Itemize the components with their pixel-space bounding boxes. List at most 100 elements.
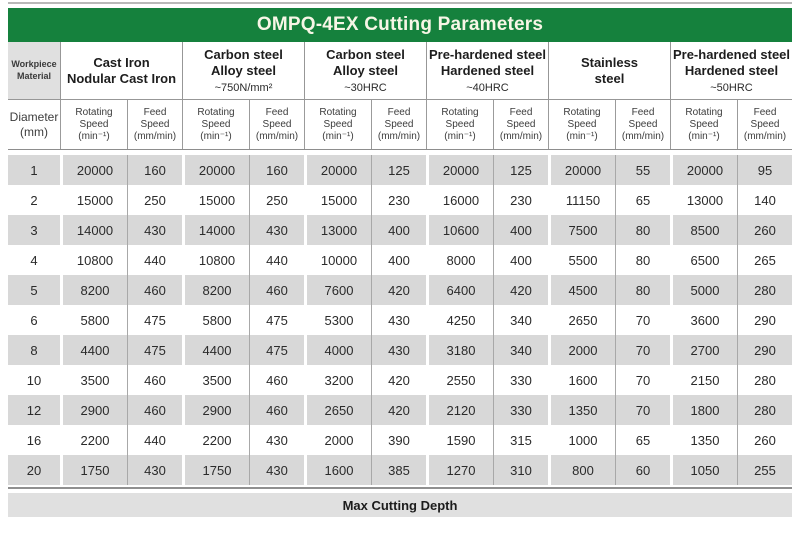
rotating-speed-cell: 5300 [304, 305, 371, 335]
feed-speed-cell: 55 [615, 155, 670, 185]
feed-speed-cell: 280 [737, 275, 792, 305]
rotating-speed-header: Rotating Speed (min⁻¹) [60, 100, 127, 149]
feed-speed-cell: 280 [737, 395, 792, 425]
feed-speed-cell: 460 [127, 275, 182, 305]
rotating-speed-cell: 1750 [60, 455, 127, 485]
feed-speed-header: Feed Speed (mm/min) [127, 100, 182, 149]
table-row: 16 2200 440 2200 430 2000 390 1590 315 1000 65 1350… [8, 425, 792, 455]
rotating-speed-header: Rotating Speed (min⁻¹) [182, 100, 249, 149]
rotating-speed-cell: 3500 [60, 365, 127, 395]
rotating-speed-cell: 3200 [304, 365, 371, 395]
table-row: 4 10800 440 10800 440 10000 400 8000 400 5500 80 65… [8, 245, 792, 275]
rotating-speed-cell: 1600 [304, 455, 371, 485]
table-row: 20 1750 430 1750 430 1600 385 1270 310 800 60 1050 2… [8, 455, 792, 485]
feed-speed-cell: 310 [493, 455, 548, 485]
feed-speed-cell: 160 [249, 155, 304, 185]
rotating-speed-cell: 1750 [182, 455, 249, 485]
rotating-speed-cell: 2650 [548, 305, 615, 335]
feed-speed-header: Feed Speed (mm/min) [493, 100, 548, 149]
footer-rule [8, 487, 792, 489]
rotating-speed-cell: 10000 [304, 245, 371, 275]
feed-speed-cell: 260 [737, 425, 792, 455]
rotating-speed-cell: 2700 [670, 335, 737, 365]
table-row: 6 5800 475 5800 475 5300 430 4250 340 2650 70 3600 2… [8, 305, 792, 335]
feed-speed-cell: 260 [737, 215, 792, 245]
feed-speed-cell: 475 [249, 305, 304, 335]
diameter-cell: 3 [8, 215, 60, 245]
feed-speed-cell: 385 [371, 455, 426, 485]
rotating-speed-cell: 10800 [182, 245, 249, 275]
rotating-speed-cell: 20000 [304, 155, 371, 185]
feed-speed-cell: 70 [615, 395, 670, 425]
feed-speed-cell: 80 [615, 245, 670, 275]
feed-speed-cell: 290 [737, 305, 792, 335]
feed-speed-cell: 420 [371, 365, 426, 395]
feed-speed-cell: 390 [371, 425, 426, 455]
feed-speed-cell: 65 [615, 425, 670, 455]
cutting-parameters-table: OMPQ-4EX Cutting Parameters Workpiece Ma… [8, 8, 792, 517]
rotating-speed-cell: 2150 [670, 365, 737, 395]
feed-speed-cell: 400 [493, 245, 548, 275]
rotating-speed-cell: 2650 [304, 395, 371, 425]
rotating-speed-cell: 8500 [670, 215, 737, 245]
rotating-speed-cell: 7500 [548, 215, 615, 245]
rotating-speed-cell: 4400 [60, 335, 127, 365]
feed-speed-cell: 460 [127, 395, 182, 425]
rotating-speed-cell: 4000 [304, 335, 371, 365]
rotating-speed-cell: 20000 [182, 155, 249, 185]
rotating-speed-cell: 20000 [426, 155, 493, 185]
material-header-cast-iron: Cast Iron Nodular Cast Iron [60, 42, 182, 99]
rotating-speed-cell: 4500 [548, 275, 615, 305]
feed-speed-cell: 160 [127, 155, 182, 185]
rotating-speed-cell: 20000 [60, 155, 127, 185]
diameter-cell: 5 [8, 275, 60, 305]
feed-speed-cell: 460 [249, 275, 304, 305]
rotating-speed-cell: 1000 [548, 425, 615, 455]
rotating-speed-cell: 3180 [426, 335, 493, 365]
rotating-speed-cell: 1800 [670, 395, 737, 425]
table-row: 12 2900 460 2900 460 2650 420 2120 330 1350 70 1800… [8, 395, 792, 425]
table-title: OMPQ-4EX Cutting Parameters [8, 8, 792, 42]
feed-speed-cell: 290 [737, 335, 792, 365]
diameter-header: Diameter (mm) [9, 110, 59, 139]
feed-speed-cell: 475 [249, 335, 304, 365]
feed-speed-cell: 460 [127, 365, 182, 395]
feed-speed-cell: 330 [493, 365, 548, 395]
rotating-speed-cell: 4250 [426, 305, 493, 335]
material-header-prehardened-50hrc: Pre-hardened steel Hardened steel ~50HRC [670, 42, 792, 99]
feed-speed-cell: 460 [249, 365, 304, 395]
feed-speed-header: Feed Speed (mm/min) [249, 100, 304, 149]
rotating-speed-cell: 2900 [182, 395, 249, 425]
feed-speed-cell: 420 [493, 275, 548, 305]
rotating-speed-header: Rotating Speed (min⁻¹) [304, 100, 371, 149]
diameter-cell: 20 [8, 455, 60, 485]
diameter-cell: 6 [30, 312, 38, 328]
feed-speed-cell: 250 [249, 185, 304, 215]
material-header-carbon-steel-750: Carbon steel Alloy steel ~750N/mm² [182, 42, 304, 99]
feed-speed-cell: 430 [249, 455, 304, 485]
diameter-cell: 8 [8, 335, 60, 365]
feed-speed-cell: 125 [371, 155, 426, 185]
rotating-speed-cell: 1050 [670, 455, 737, 485]
rotating-speed-cell: 20000 [670, 155, 737, 185]
feed-speed-cell: 420 [371, 275, 426, 305]
feed-speed-cell: 140 [737, 185, 792, 215]
table-body: 1 20000 160 20000 160 20000 125 20000 125 20000 55… [8, 155, 792, 485]
max-cutting-depth-label: Max Cutting Depth [8, 493, 792, 517]
feed-speed-cell: 340 [493, 305, 548, 335]
rotating-speed-cell: 7600 [304, 275, 371, 305]
feed-speed-cell: 315 [493, 425, 548, 455]
feed-speed-cell: 250 [127, 185, 182, 215]
rotating-speed-cell: 2200 [182, 425, 249, 455]
feed-speed-cell: 400 [371, 215, 426, 245]
diameter-cell: 10 [26, 372, 42, 388]
table-row: 5 8200 460 8200 460 7600 420 6400 420 4500 80 5000 2… [8, 275, 792, 305]
feed-speed-cell: 460 [249, 395, 304, 425]
material-header-carbon-steel-30hrc: Carbon steel Alloy steel ~30HRC [304, 42, 426, 99]
rotating-speed-cell: 11150 [548, 185, 615, 215]
diameter-cell: 16 [26, 432, 42, 448]
rotating-speed-cell: 1270 [426, 455, 493, 485]
rotating-speed-cell: 2900 [60, 395, 127, 425]
feed-speed-cell: 95 [737, 155, 792, 185]
feed-speed-cell: 230 [371, 185, 426, 215]
